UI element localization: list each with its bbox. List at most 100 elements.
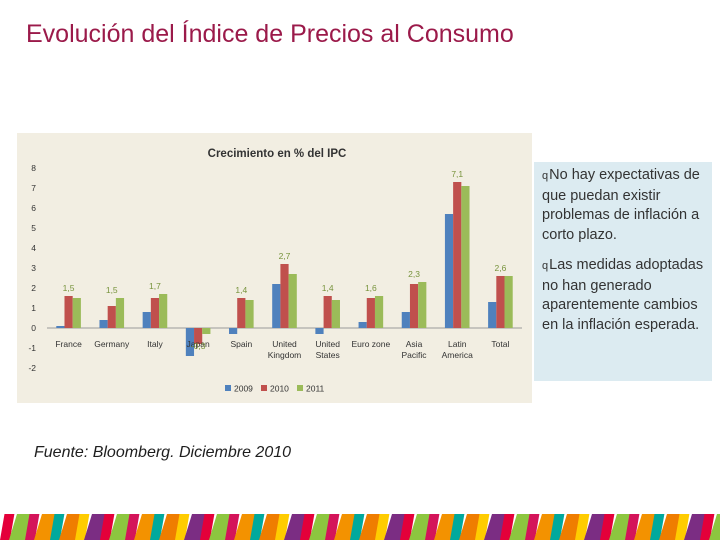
- ribbon-stripe: [50, 514, 65, 540]
- data-label: -0,3: [191, 341, 206, 351]
- category-label-line: Italy: [147, 339, 163, 349]
- y-tick-label: 1: [31, 303, 36, 313]
- data-label: 1,4: [322, 283, 334, 293]
- bar-2010: [453, 182, 462, 328]
- ribbon-stripe: [0, 514, 15, 540]
- legend-swatch-2010: [261, 385, 267, 391]
- data-label: 7,1: [451, 169, 463, 179]
- bar-2009: [401, 312, 410, 328]
- ribbon-stripe: [25, 514, 40, 540]
- category-label: United States: [315, 339, 340, 360]
- bullet-q-icon: q: [542, 170, 549, 182]
- category-label: France: [55, 339, 82, 349]
- decorative-ribbon: [0, 514, 720, 540]
- ribbon-stripe: [525, 514, 540, 540]
- category-label: Italy: [147, 339, 163, 349]
- y-tick-label: 5: [31, 223, 36, 233]
- bar-2009: [142, 312, 151, 328]
- ribbon-stripe: [650, 514, 665, 540]
- ribbon-stripe: [100, 514, 115, 540]
- bar-2011: [288, 274, 297, 328]
- bar-2011: [461, 186, 470, 328]
- note-item: qNo hay expectativas de que puedan exist…: [542, 166, 706, 245]
- chart-panel: Crecimiento en % del IPC -2 -1 0 1 2 3 4 5 6 7 8 Fra…: [17, 133, 532, 403]
- category-label: Asia Pacific: [402, 339, 428, 360]
- notes-panel: qNo hay expectativas de que puedan exist…: [534, 162, 712, 381]
- data-label: 2,3: [408, 269, 420, 279]
- ribbon-stripe: [225, 514, 240, 540]
- category-label-line: Japan: [187, 339, 210, 349]
- bar-2010: [107, 306, 116, 328]
- category-label-line: United: [315, 339, 340, 349]
- bar-2010: [150, 298, 160, 328]
- data-label: 1,5: [63, 283, 75, 293]
- data-label: 1,5: [106, 285, 118, 295]
- ribbon-stripe: [450, 514, 465, 540]
- category-label-line: Spain: [230, 339, 252, 349]
- y-tick-label: 8: [31, 163, 36, 173]
- ribbon-stripe: [575, 514, 590, 540]
- ribbon-stripe: [500, 514, 515, 540]
- ribbon-stripe: [375, 514, 390, 540]
- bar-2010: [194, 328, 203, 344]
- bar-2009: [358, 322, 367, 328]
- category-label: United Kingdom: [268, 339, 302, 360]
- note-text-2: Las medidas adoptadas no han generado ap…: [542, 257, 704, 333]
- slide-title: Evolución del Índice de Precios al Consu…: [26, 20, 514, 48]
- y-tick-label: 4: [31, 243, 36, 253]
- bar-2009: [229, 328, 238, 334]
- category-label: Spain: [230, 339, 252, 349]
- y-tick-label: 0: [31, 323, 36, 333]
- bar-2009: [488, 302, 497, 328]
- category-label-line: Pacific: [402, 350, 428, 360]
- category-label-line: Kingdom: [268, 350, 302, 360]
- ipc-bar-chart: Crecimiento en % del IPC -2 -1 0 1 2 3 4 5 6 7 8 Fra…: [28, 148, 522, 394]
- category-label: Japan: [187, 339, 210, 349]
- y-tick-label: 3: [31, 263, 36, 273]
- category-label-line: Germany: [94, 339, 130, 349]
- category-label: Latin America: [442, 339, 473, 360]
- category-label: Germany: [94, 339, 130, 349]
- data-label: 1,4: [235, 285, 247, 295]
- category-label-line: France: [55, 339, 82, 349]
- bar-2010: [280, 264, 289, 328]
- category-label: Euro zone: [351, 339, 390, 349]
- ribbon-stripe: [425, 514, 440, 540]
- data-label: 2,7: [279, 251, 291, 261]
- category-label: Total: [491, 339, 509, 349]
- bar-2009: [444, 214, 454, 328]
- legend-label-2011: 2011: [306, 384, 325, 394]
- bar-2010: [323, 296, 332, 328]
- bar-2009: [99, 320, 108, 328]
- ribbon-stripe: [125, 514, 140, 540]
- bar-2011: [245, 300, 254, 328]
- ribbon-stripe: [625, 514, 640, 540]
- ribbon-stripe: [325, 514, 340, 540]
- category-label-line: States: [316, 350, 340, 360]
- ribbon-stripe: [550, 514, 565, 540]
- legend-label-2009: 2009: [234, 384, 253, 394]
- bar-2011: [418, 282, 427, 328]
- ribbon-stripe: [600, 514, 615, 540]
- data-label: 2,6: [494, 263, 506, 273]
- note-text-1: No hay expectativas de que puedan existi…: [542, 167, 700, 243]
- category-label-line: Euro zone: [351, 339, 390, 349]
- bar-2011: [72, 298, 81, 328]
- category-label-line: Asia: [406, 339, 423, 349]
- legend-swatch-2011: [297, 385, 303, 391]
- ribbon-stripe: [150, 514, 165, 540]
- category-label-line: Latin: [448, 339, 467, 349]
- bar-2010: [496, 276, 505, 328]
- y-tick-label: 6: [31, 203, 36, 213]
- category-label-line: United: [272, 339, 297, 349]
- source-note: Fuente: Bloomberg. Diciembre 2010: [34, 444, 292, 461]
- ribbon-stripe: [250, 514, 265, 540]
- ribbon-stripe: [175, 514, 190, 540]
- bar-2010: [366, 298, 375, 328]
- y-tick-label: -2: [28, 363, 36, 373]
- ribbon-stripe: [400, 514, 415, 540]
- y-tick-label: -1: [28, 343, 36, 353]
- legend-label-2010: 2010: [270, 384, 289, 394]
- bar-2011: [202, 328, 211, 334]
- ribbon-stripe: [709, 514, 720, 540]
